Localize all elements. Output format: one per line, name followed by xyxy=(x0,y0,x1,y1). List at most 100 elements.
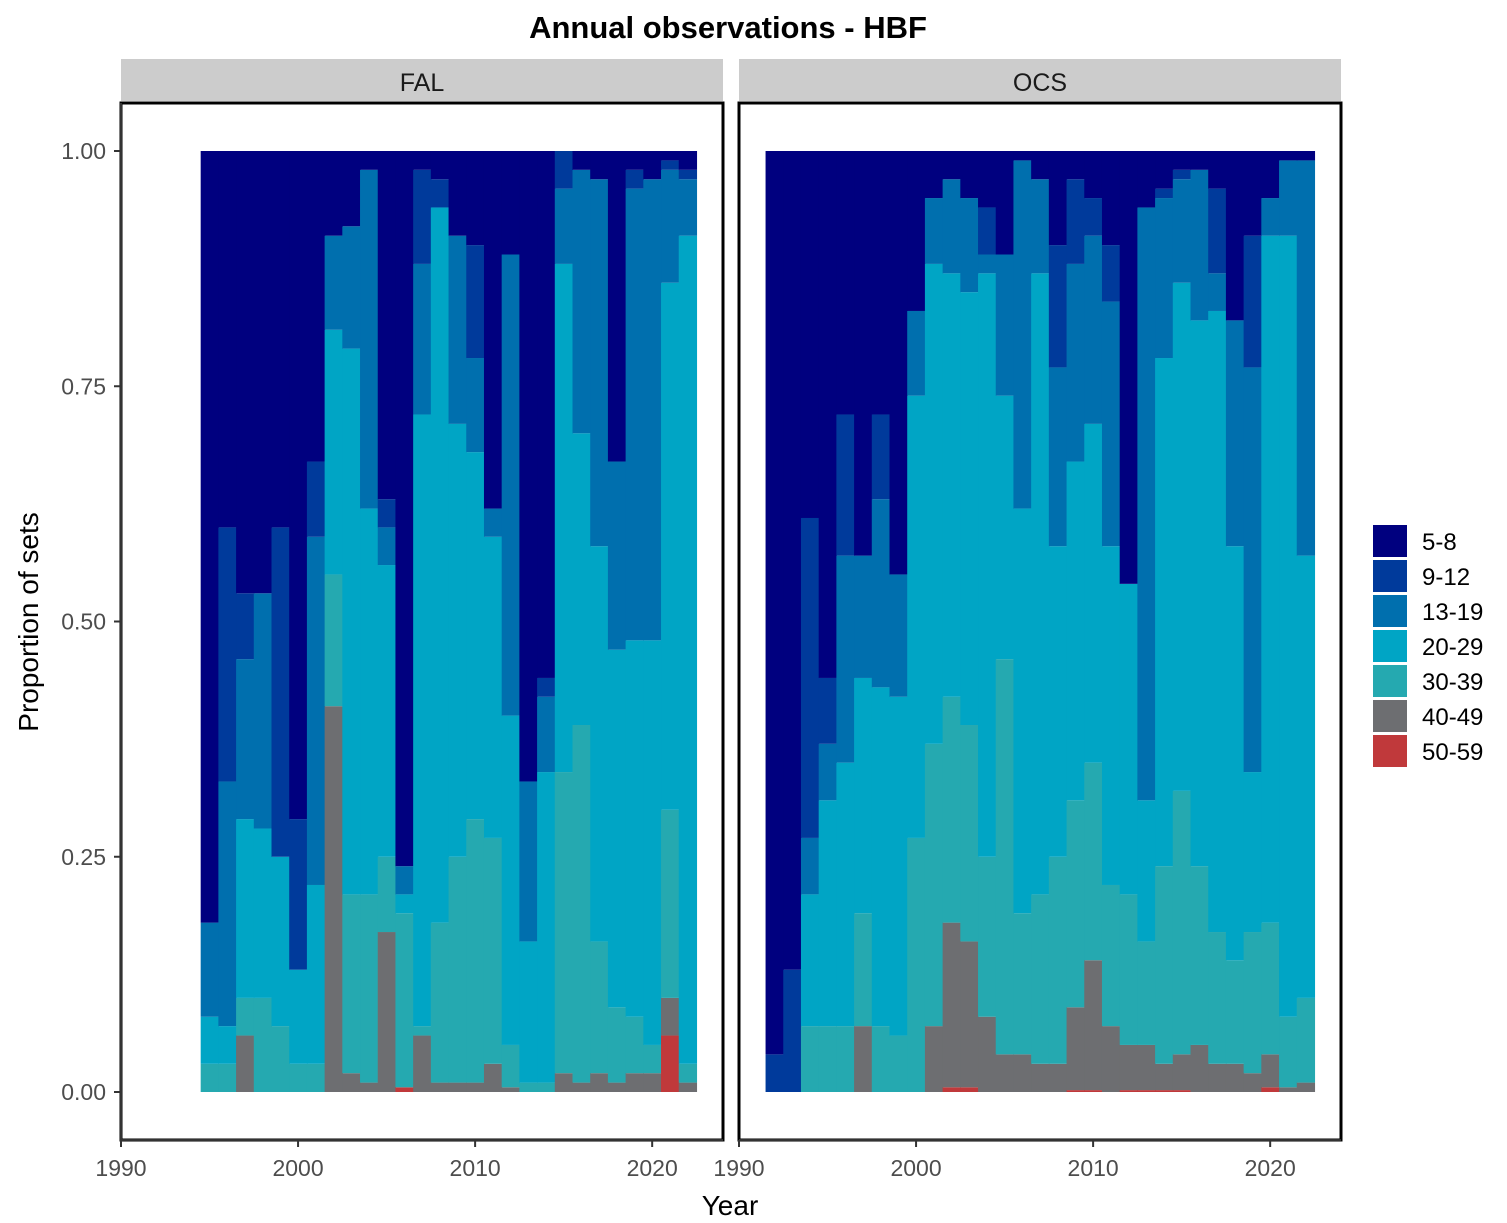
bar-segment-fal-2016-20-29 xyxy=(572,433,591,726)
bar-segment-fal-2001-9-12 xyxy=(306,461,326,537)
bar-segment-ocs-2011-13-19 xyxy=(1101,301,1121,547)
bar-segment-ocs-2006-13-19 xyxy=(1013,160,1032,509)
bar-segment-ocs-2009-40-49 xyxy=(1066,1007,1085,1091)
bar-segment-ocs-2001-30-39 xyxy=(924,743,944,1027)
bar-segment-ocs-1995-13-19 xyxy=(818,743,837,801)
x-axis-title: Year xyxy=(702,1190,759,1221)
bar-segment-ocs-1998-13-19 xyxy=(871,499,891,688)
legend-swatch xyxy=(1373,525,1407,557)
bar-segment-ocs-2012-50-59 xyxy=(1119,1090,1138,1092)
bar-segment-fal-2005-5-8 xyxy=(377,151,397,500)
bar-segment-fal-2008-20-29 xyxy=(430,207,450,923)
bar-segment-fal-1996-9-12 xyxy=(218,527,237,782)
bar-segment-fal-2016-5-8 xyxy=(572,151,591,170)
bar-segment-fal-1997-5-8 xyxy=(236,151,255,594)
bar-segment-fal-2001-20-29 xyxy=(306,884,326,1064)
bar-segment-ocs-1999-5-8 xyxy=(889,151,908,575)
bar-segment-ocs-1997-13-19 xyxy=(854,555,873,678)
bar-segment-fal-2001-30-39 xyxy=(306,1063,326,1092)
bar-segment-fal-2004-13-19 xyxy=(360,169,379,509)
bar-segment-fal-2007-20-29 xyxy=(413,414,432,1027)
bar-segment-ocs-2003-50-59 xyxy=(960,1087,979,1092)
bar-segment-ocs-2015-13-19 xyxy=(1172,179,1192,283)
bar-segment-ocs-2000-5-8 xyxy=(907,151,926,311)
bar-segment-ocs-2015-20-29 xyxy=(1172,282,1192,791)
bar-segment-ocs-1992-9-12 xyxy=(765,1054,784,1092)
bar-segment-fal-2013-30-39 xyxy=(519,1082,538,1092)
bar-segment-fal-2006-20-29 xyxy=(395,894,414,914)
bar-segment-ocs-2010-30-39 xyxy=(1084,762,1103,961)
bar-segment-fal-2021-20-29 xyxy=(661,282,680,810)
bar-segment-ocs-1992-5-8 xyxy=(765,151,784,1055)
bar-segment-ocs-2002-50-59 xyxy=(942,1087,961,1092)
bar-segment-fal-2019-20-29 xyxy=(625,640,644,1017)
bar-segment-ocs-2015-30-39 xyxy=(1172,790,1192,1055)
bar-segment-ocs-2006-30-39 xyxy=(1013,913,1032,1055)
bar-segment-fal-1999-9-12 xyxy=(271,527,290,857)
bar-segment-fal-2014-13-19 xyxy=(537,696,556,773)
bar-segment-ocs-2013-13-19 xyxy=(1137,207,1156,801)
legend: 5-8 9-12 13-19 20-29 30-39 40-49 50-59 xyxy=(1373,525,1483,767)
bar-segment-fal-1995-13-19 xyxy=(200,922,219,1017)
bar-segment-fal-2015-20-29 xyxy=(554,263,574,773)
bar-segment-fal-2015-30-39 xyxy=(554,772,574,1074)
bar-segment-fal-2014-20-29 xyxy=(537,772,556,1083)
bar-segment-fal-2020-13-19 xyxy=(643,179,662,641)
bar-segment-fal-2009-40-49 xyxy=(448,1082,467,1092)
y-tick-label: 0.25 xyxy=(61,844,106,870)
bar-segment-fal-2003-40-49 xyxy=(342,1073,361,1092)
bar-segment-ocs-2001-20-29 xyxy=(924,263,944,744)
bar-segment-fal-2005-20-29 xyxy=(377,565,397,857)
legend-label: 13-19 xyxy=(1422,599,1483,626)
bar-segment-ocs-1995-20-29 xyxy=(818,800,837,1027)
bar-segment-fal-2020-40-49 xyxy=(643,1073,662,1092)
bar-segment-ocs-2010-13-19 xyxy=(1084,235,1103,424)
legend-swatch xyxy=(1373,595,1407,627)
legend-label: 30-39 xyxy=(1422,669,1483,696)
bar-segment-ocs-2021-13-19 xyxy=(1279,160,1298,236)
bar-segment-ocs-2013-5-8 xyxy=(1137,151,1156,208)
bar-segment-ocs-2020-13-19 xyxy=(1261,198,1280,236)
bar-segment-fal-2020-20-29 xyxy=(643,640,662,1045)
bar-segment-ocs-2019-5-8 xyxy=(1243,151,1262,236)
bar-segment-ocs-1998-5-8 xyxy=(871,151,891,415)
bar-segment-fal-2013-20-29 xyxy=(519,941,538,1083)
bar-segment-fal-2011-13-19 xyxy=(483,508,503,537)
bar-segment-fal-2013-5-8 xyxy=(519,151,538,782)
x-tick-label: 2020 xyxy=(1245,1155,1296,1181)
bar-segment-fal-2003-5-8 xyxy=(342,151,361,227)
x-tick-label: 2000 xyxy=(272,1155,323,1181)
x-tick-label: 2010 xyxy=(1068,1155,1119,1181)
panel-plot-fal xyxy=(200,151,698,1092)
bar-segment-fal-2010-5-8 xyxy=(466,151,485,246)
panel-plot-ocs xyxy=(765,151,1316,1092)
bar-segment-fal-2015-13-19 xyxy=(554,188,574,264)
bar-segment-ocs-2008-5-8 xyxy=(1048,151,1068,246)
bar-segment-ocs-2008-20-29 xyxy=(1048,546,1068,857)
bar-segment-ocs-2004-5-8 xyxy=(978,151,997,208)
bar-segment-ocs-1997-20-29 xyxy=(854,677,873,914)
bar-segment-ocs-2018-13-19 xyxy=(1225,320,1245,547)
bar-segment-fal-2008-40-49 xyxy=(430,1082,450,1092)
bar-segment-fal-2006-5-8 xyxy=(395,151,414,867)
bar-segment-fal-1997-40-49 xyxy=(236,1035,255,1092)
bar-segment-fal-2007-30-39 xyxy=(413,1026,432,1036)
bar-segment-fal-2012-30-39 xyxy=(501,1044,520,1088)
bar-segment-fal-2021-13-19 xyxy=(661,169,680,283)
y-axis: 0.00 0.25 0.50 0.75 1.00 xyxy=(61,103,122,1140)
bar-segment-ocs-2001-40-49 xyxy=(924,1026,944,1092)
bar-segment-ocs-1996-9-12 xyxy=(836,414,855,556)
bar-segment-fal-2015-40-49 xyxy=(554,1073,574,1092)
bar-segment-fal-2022-9-12 xyxy=(678,169,698,180)
bar-segment-fal-2008-5-8 xyxy=(430,151,450,180)
legend-label: 9-12 xyxy=(1422,564,1470,591)
bar-segment-fal-1995-30-39 xyxy=(200,1063,219,1092)
bar-segment-ocs-1995-30-39 xyxy=(818,1026,837,1092)
bar-segment-fal-2001-13-19 xyxy=(306,536,326,885)
x-tick-label: 1990 xyxy=(713,1155,764,1181)
bar-segment-fal-2012-13-19 xyxy=(501,254,520,716)
bar-segment-fal-1995-20-29 xyxy=(200,1016,219,1064)
bar-segment-ocs-2002-13-19 xyxy=(942,179,961,274)
bar-segment-ocs-2008-13-19 xyxy=(1048,367,1068,547)
bar-segment-fal-2018-13-19 xyxy=(607,461,627,650)
